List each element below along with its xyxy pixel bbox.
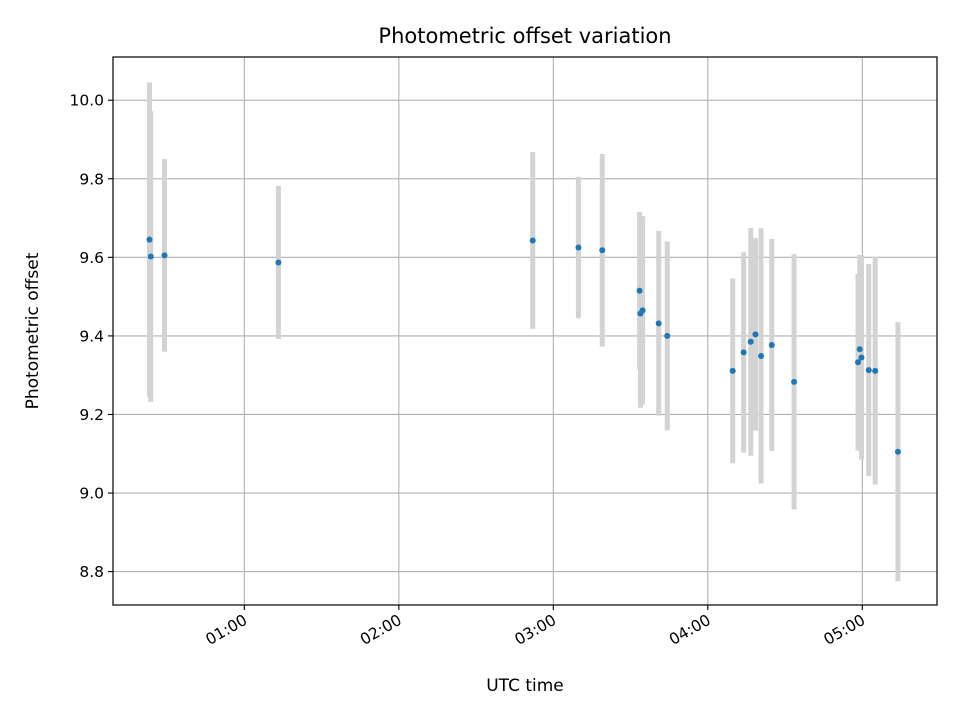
- y-tick-label-6: 10.0: [69, 92, 104, 110]
- data-point-3: [275, 259, 282, 266]
- data-point-14: [747, 338, 754, 345]
- x-tick-label-0: 01:00: [203, 611, 251, 649]
- y-tick-label-5: 9.8: [79, 170, 104, 188]
- data-point-7: [636, 287, 643, 294]
- grid-layer: [113, 57, 937, 605]
- data-point-6: [599, 247, 606, 254]
- x-axis-label: UTC time: [486, 676, 564, 696]
- data-point-9: [639, 307, 646, 314]
- y-tick-label-0: 8.8: [79, 563, 104, 581]
- x-tick-label-3: 04:00: [666, 611, 714, 649]
- data-point-21: [858, 354, 865, 361]
- data-point-4: [529, 237, 536, 244]
- data-point-16: [758, 352, 765, 359]
- data-point-1: [147, 253, 154, 260]
- point-layer: [146, 236, 901, 455]
- y-axis: 8.8 9.0 9.2 9.4 9.6 9.8 10.0: [69, 92, 113, 581]
- data-point-11: [664, 332, 671, 339]
- data-point-18: [791, 378, 798, 385]
- data-point-20: [856, 346, 863, 353]
- data-point-19: [855, 359, 862, 366]
- y-tick-label-2: 9.2: [79, 406, 104, 424]
- errorbar-layer: [146, 82, 901, 582]
- y-tick-label-4: 9.6: [79, 249, 104, 267]
- x-tick-label-4: 05:00: [821, 611, 869, 649]
- data-point-13: [740, 349, 747, 356]
- data-point-23: [872, 367, 879, 374]
- data-point-15: [752, 331, 759, 338]
- data-point-24: [894, 448, 901, 455]
- x-tick-label-2: 03:00: [512, 611, 560, 649]
- y-tick-label-3: 9.4: [79, 327, 104, 345]
- plot-frame: [112, 56, 938, 606]
- data-point-12: [729, 367, 736, 374]
- chart-title: Photometric offset variation: [378, 24, 671, 48]
- data-point-22: [865, 367, 872, 374]
- x-axis: 01:00 02:00 03:00 04:00 05:00: [203, 605, 869, 649]
- data-point-2: [161, 252, 168, 259]
- data-point-5: [575, 244, 582, 251]
- x-tick-label-1: 02:00: [357, 611, 405, 649]
- data-point-10: [655, 320, 662, 327]
- y-tick-label-1: 9.0: [79, 485, 104, 503]
- y-axis-label: Photometric offset: [23, 252, 43, 409]
- data-point-0: [146, 236, 153, 243]
- data-point-17: [768, 341, 775, 348]
